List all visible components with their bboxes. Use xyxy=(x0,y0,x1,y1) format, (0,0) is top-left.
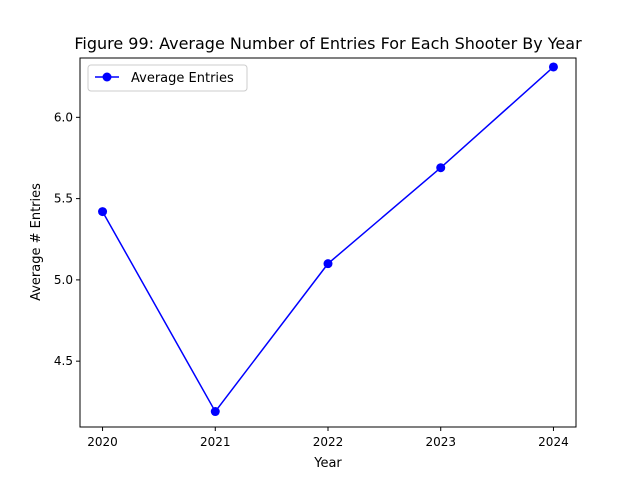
legend-frame xyxy=(87,64,248,92)
series-layer xyxy=(98,62,558,417)
series-line-average-entries xyxy=(101,66,554,413)
y-axis-ticks: 4.5 5.0 5.5 6.0 xyxy=(54,110,80,368)
data-point xyxy=(436,163,446,173)
y-tick-label: 6.0 xyxy=(54,110,73,124)
data-point xyxy=(210,407,220,417)
y-tick-label: 4.5 xyxy=(54,354,73,368)
y-axis-label: Average # Entries xyxy=(29,183,44,301)
legend: Average Entries xyxy=(87,64,248,92)
x-tick-label: 2020 xyxy=(87,435,118,449)
x-tick-label: 2024 xyxy=(538,435,569,449)
x-axis-label: Year xyxy=(313,456,342,471)
data-point xyxy=(98,207,108,217)
x-tick-label: 2023 xyxy=(425,435,456,449)
data-point xyxy=(323,259,333,269)
x-axis-ticks: 2020 2021 2022 2023 2024 xyxy=(87,427,569,449)
legend-marker-swatch xyxy=(102,72,112,82)
x-tick-label: 2021 xyxy=(200,435,231,449)
y-tick-label: 5.5 xyxy=(54,192,73,206)
plot-area: 2020 2021 2022 2023 2024 4.5 5.0 5.5 6.0 xyxy=(54,57,577,449)
y-tick-label: 5.0 xyxy=(54,273,73,287)
data-point xyxy=(548,62,558,72)
chart-title: Figure 99: Average Number of Entries For… xyxy=(74,34,582,53)
x-tick-label: 2022 xyxy=(313,435,344,449)
legend-label-average-entries: Average Entries xyxy=(131,71,234,86)
